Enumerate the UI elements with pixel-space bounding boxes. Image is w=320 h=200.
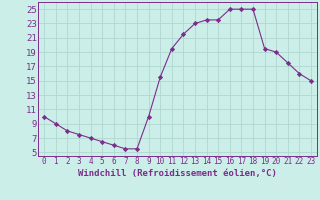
X-axis label: Windchill (Refroidissement éolien,°C): Windchill (Refroidissement éolien,°C): [78, 169, 277, 178]
